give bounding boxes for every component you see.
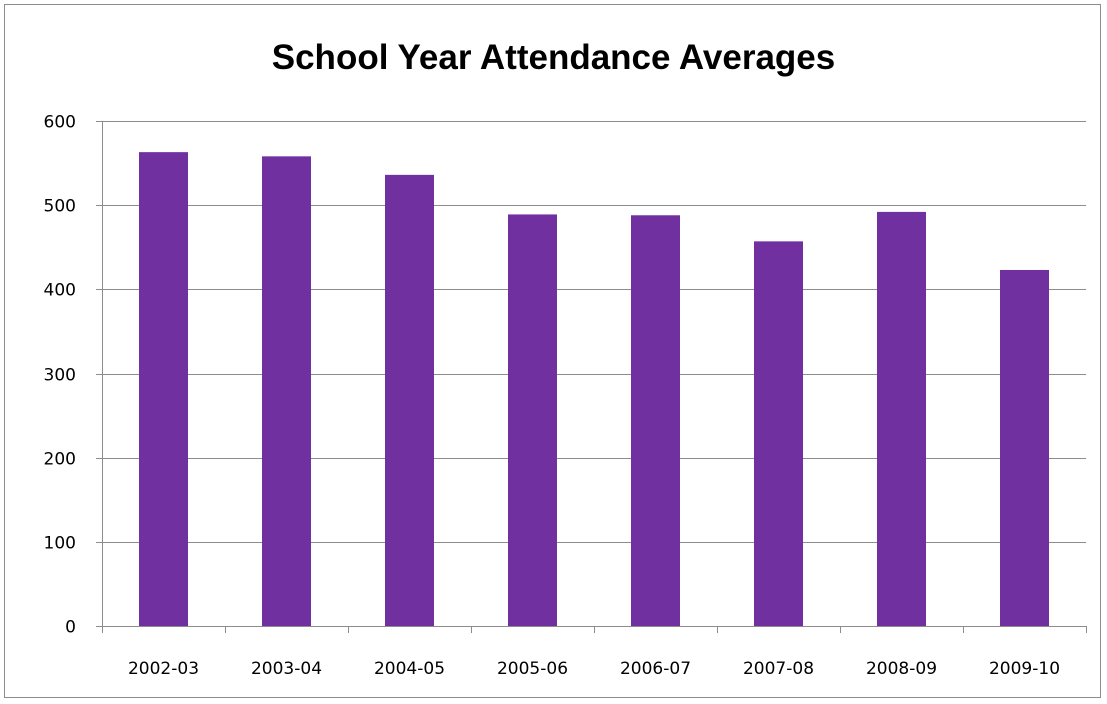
y-tick-label: 100 [44, 534, 76, 554]
y-tick-label: 200 [44, 450, 76, 470]
bar-2009-10 [1000, 269, 1049, 626]
bar-2005-06 [508, 214, 557, 627]
y-tick-label: 400 [44, 281, 76, 301]
y-tick-label: 600 [44, 113, 76, 133]
bar-2004-05 [385, 174, 434, 626]
gridlines [96, 121, 1086, 543]
y-tick-label: 500 [44, 197, 76, 217]
x-tick-label: 2003-04 [251, 659, 322, 679]
x-tick-label: 2007-08 [743, 659, 814, 679]
x-tick-label: 2006-07 [620, 659, 691, 679]
x-tick-label: 2005-06 [497, 659, 568, 679]
bar-2002-03 [139, 152, 188, 626]
y-tick-labels: 0 100 200 300 400 500 600 [44, 113, 76, 638]
bar-2003-04 [262, 156, 311, 626]
bar-2006-07 [631, 215, 680, 626]
y-tick-label: 0 [65, 618, 76, 638]
chart-title: School Year Attendance Averages [271, 38, 836, 77]
x-tick-labels: 2002-03 2003-04 2004-05 2005-06 2006-07 2007-… [128, 659, 1060, 679]
axes [96, 121, 1087, 633]
y-tick-label: 300 [44, 366, 76, 386]
x-tick-label: 2004-05 [374, 659, 445, 679]
x-tick-label: 2008-09 [866, 659, 937, 679]
x-tick-label: 2002-03 [128, 659, 199, 679]
bar-2008-09 [877, 211, 926, 626]
x-tick-label: 2009-10 [989, 659, 1060, 679]
bars [139, 152, 1049, 627]
bar-2007-08 [754, 241, 803, 626]
